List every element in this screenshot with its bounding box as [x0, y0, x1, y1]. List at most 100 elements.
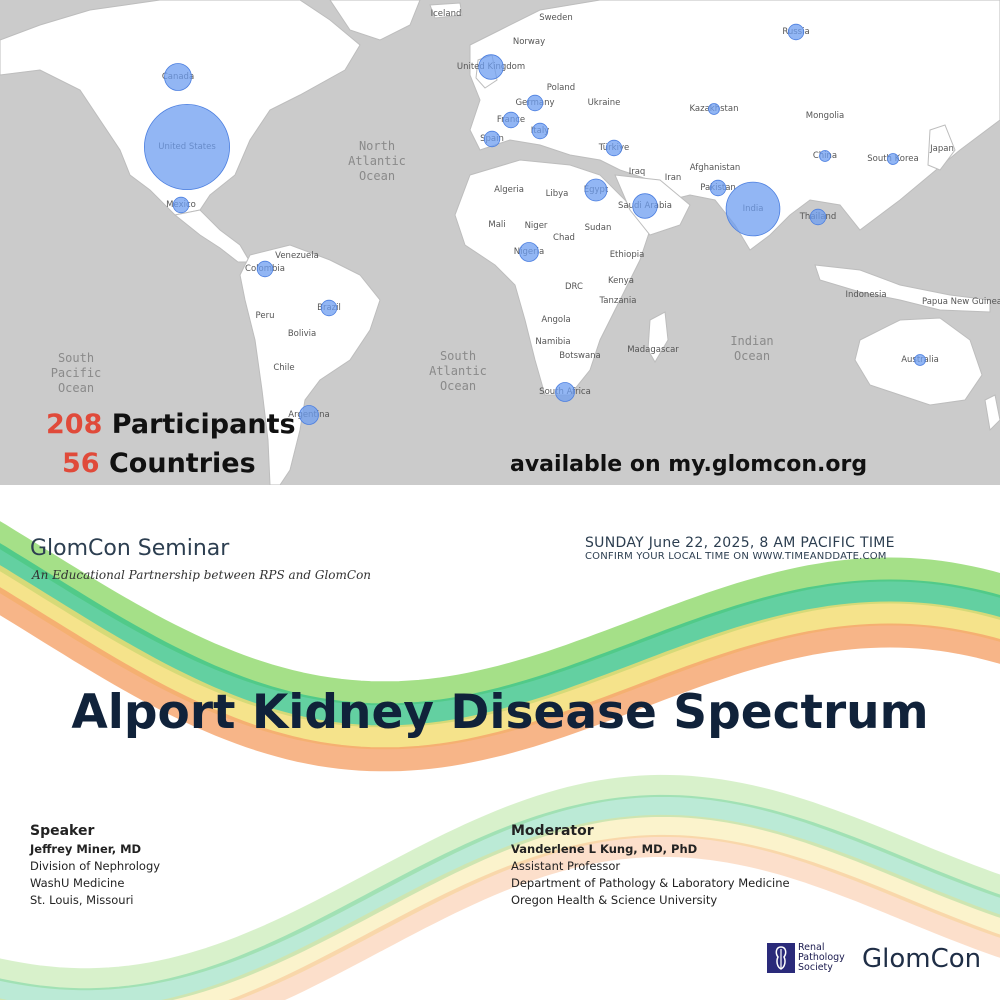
place-label: Iceland [431, 9, 462, 19]
place-label: Botswana [559, 351, 601, 361]
landmass-madagascar [647, 311, 669, 363]
participants-stat: 208 Participants [46, 411, 296, 438]
participant-bubble [914, 354, 926, 366]
countries-count: 56 [62, 448, 100, 479]
place-label: DRC [565, 282, 583, 292]
moderator-name: Vanderlene L Kung, MD, PhD [511, 842, 698, 856]
wave-band [0, 521, 1000, 706]
place-label: Mali [488, 220, 505, 230]
place-label: Japan [929, 144, 954, 154]
place-label: Venezuela [275, 251, 319, 261]
participant-world-map: North Atlantic Ocean South Pacific Ocean South… [0, 0, 1000, 485]
speaker-heading: Speaker [30, 823, 95, 839]
decorative-waves [0, 521, 1000, 1000]
ocean-label-south-pacific: South Pacific Ocean [51, 351, 102, 395]
glomcon-logo: GlomCon [862, 944, 982, 974]
participant-bubble [519, 242, 539, 262]
wave-band [0, 774, 1000, 991]
place-label: Indonesia [845, 290, 886, 300]
moderator-affiliation: Assistant Professor [511, 859, 621, 873]
place-label: Angola [541, 315, 570, 325]
participant-bubble [256, 260, 274, 278]
seminar-section [0, 485, 1000, 1000]
participant-bubble [819, 150, 831, 162]
timezone-note: CONFIRM YOUR LOCAL TIME ON WWW.TIMEANDDA… [585, 551, 887, 562]
place-label: Madagascar [627, 345, 679, 355]
place-label: Norway [513, 37, 545, 47]
participant-bubble [725, 181, 781, 237]
rps-logo-line: Pathology [798, 952, 845, 963]
rps-logo-text: Renal Pathology Society [798, 943, 845, 973]
participants-label: Participants [111, 409, 296, 440]
moderator-affiliation: Oregon Health & Science University [511, 893, 718, 907]
participant-bubble [809, 208, 827, 226]
speaker-affiliation: Division of Nephrology [30, 859, 161, 873]
availability-text: available on my.glomcon.org [510, 452, 868, 477]
wave-band [0, 565, 1000, 750]
place-label: Peru [256, 311, 275, 321]
participant-bubble [709, 179, 727, 197]
place-label: Iran [665, 173, 682, 183]
landmass-africa [454, 159, 651, 396]
wave-band [0, 543, 1000, 728]
participant-bubble [887, 153, 899, 165]
ocean-label-south-atlantic: South Atlantic Ocean [429, 349, 487, 393]
place-label: Sudan [585, 223, 612, 233]
speaker-block: Speaker Jeffrey Miner, MD Division of Ne… [30, 823, 160, 909]
place-label: Libya [546, 189, 569, 199]
place-label: Chad [553, 233, 575, 243]
wave-band [0, 794, 1000, 1000]
participants-count: 208 [46, 409, 103, 440]
participant-bubble [605, 139, 623, 157]
landmass-indonesia [814, 264, 991, 313]
participant-bubble [632, 193, 658, 219]
series-subtitle: An Educational Partnership between RPS a… [32, 568, 372, 582]
ocean-labels: North Atlantic Ocean South Pacific Ocean South… [51, 139, 774, 395]
moderator-heading: Moderator [511, 823, 594, 839]
wave-band [228, 834, 1000, 1000]
participant-bubble [478, 54, 504, 80]
participant-bubble [164, 63, 192, 91]
speaker-affiliation: St. Louis, Missouri [30, 893, 134, 907]
place-label: Ukraine [588, 98, 621, 108]
participant-bubble [143, 104, 230, 190]
place-label: Algeria [494, 185, 524, 195]
participant-bubble [502, 111, 520, 129]
place-label: Bolivia [288, 329, 316, 339]
rps-logo: Renal Pathology Society [767, 943, 845, 973]
participant-bubble [531, 122, 549, 140]
participant-bubble [526, 94, 544, 112]
participant-bubble [172, 196, 190, 214]
event-date: SUNDAY June 22, 2025, 8 AM PACIFIC TIME [585, 535, 895, 551]
participant-bubble [320, 299, 338, 317]
participant-bubble [483, 130, 501, 148]
place-label: Mongolia [806, 111, 844, 121]
place-label: Papua New Guinea [922, 297, 1000, 307]
ocean-label-indian: Indian Ocean [730, 334, 773, 363]
place-label: Niger [525, 221, 548, 231]
participant-bubble [584, 178, 608, 202]
speaker-affiliation: WashU Medicine [30, 876, 125, 890]
landmass-japan [927, 124, 956, 171]
landmass-greenland [329, 0, 421, 41]
moderator-affiliation: Department of Pathology & Laboratory Med… [511, 876, 790, 890]
participant-bubble [708, 103, 720, 115]
rps-logo-line: Renal [798, 942, 825, 953]
place-label: Namibia [535, 337, 570, 347]
series-title: GlomCon Seminar [30, 536, 230, 561]
place-label: Kenya [608, 276, 634, 286]
place-label: Ethiopia [610, 250, 645, 260]
place-label: Afghanistan [690, 163, 741, 173]
participant-bubbles [143, 23, 926, 425]
place-label: Poland [547, 83, 575, 93]
seminar-title: Alport Kidney Disease Spectrum [71, 685, 929, 740]
rps-logo-icon [767, 943, 795, 973]
place-label: Sweden [539, 13, 573, 23]
landmass-new-zealand [984, 394, 1000, 432]
wave-band [0, 587, 1000, 772]
countries-label: Countries [108, 448, 256, 479]
place-label: Iraq [629, 167, 646, 177]
place-label: Chile [273, 363, 294, 373]
wave-band [0, 814, 1000, 1000]
